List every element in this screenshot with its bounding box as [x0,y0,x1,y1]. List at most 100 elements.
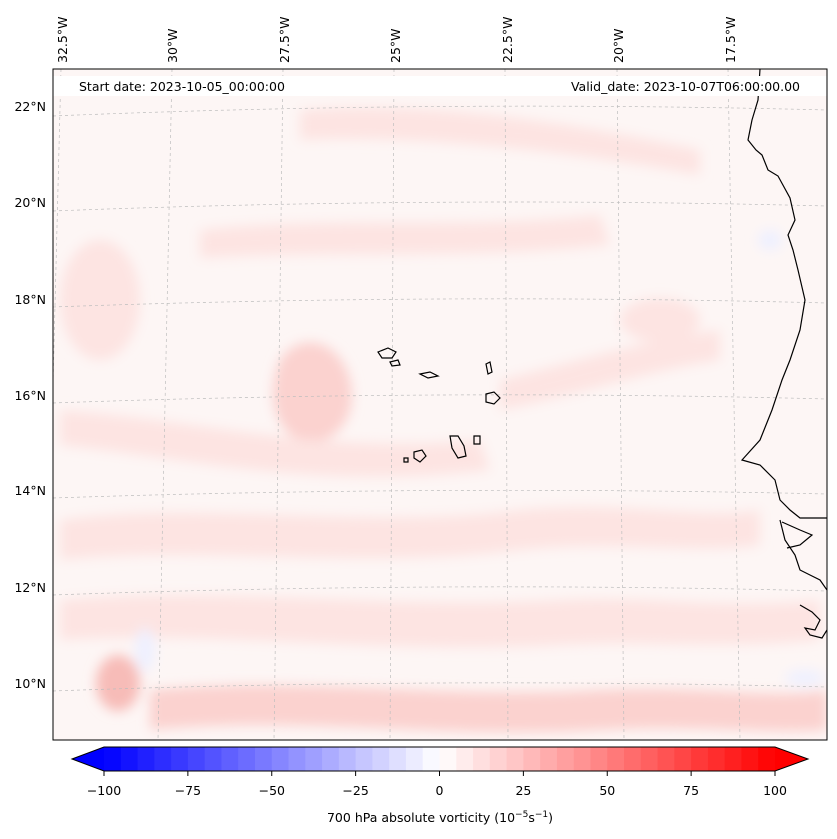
latitude-labels: 22°N 20°N 18°N 16°N 14°N 12°N 10°N [14,99,46,691]
lon-label-25w: 25°W [388,28,403,63]
coastlines [740,69,827,639]
island-maio [473,435,481,445]
colorbar-cell [657,747,675,771]
colorbar-cell [439,747,457,771]
colorbar-title-main: 700 hPa absolute vorticity (10 [327,810,515,825]
cbar-tick-label: −50 [259,783,285,798]
lon-label-27-5w: 27.5°W [277,17,292,63]
colorbar-cell [556,747,575,771]
lat-label-16n: 16°N [14,388,46,403]
colorbar-cell [506,747,524,771]
cbar-tick-label: −25 [342,783,368,798]
colorbar-cell [187,747,206,771]
vorticity-band-south2 [60,595,820,648]
colorbar-cell [137,747,155,771]
colorbar-cell [590,747,608,771]
map-frame [52,68,828,741]
island-sal [485,361,493,375]
colorbar-cell [674,747,692,771]
colorbar-title-s: s [528,810,535,825]
island-sao-nicolau [418,371,440,379]
colorbar-cell [741,747,759,771]
start-date-label: Start date: 2023-10-05_00:00:00 [79,79,285,94]
island-boa-vista [485,391,501,405]
island-brava [403,457,409,463]
colorbar-cell [171,747,189,771]
colorbar-cell [271,747,290,771]
colorbar-cell [305,747,323,771]
island-sao-vicente [389,359,401,367]
vorticity-patch-central [272,342,352,442]
vorticity-band-south3 [150,685,827,733]
colorbar-cell [456,747,474,771]
lat-label-14n: 14°N [14,483,46,498]
vorticity-min-east [785,670,825,686]
cbar-tick-label: 75 [683,783,699,798]
cbar-tick-label: −100 [87,783,121,798]
lon-label-20w: 20°W [611,28,626,63]
colorbar-cell [288,747,306,771]
cbar-tick-label: 0 [436,783,444,798]
cape-verde-islands [377,347,501,463]
colorbar-cell [104,747,122,771]
colorbar-cells [104,747,776,771]
colorbar-cell [238,747,256,771]
lat-label-22n: 22°N [14,99,46,114]
colorbar-cell [707,747,726,771]
cbar-tick-label: −75 [175,783,201,798]
colorbar-cell [322,747,340,771]
colorbar-cell [573,747,591,771]
colorbar-cell [221,747,239,771]
senegal-inlet [781,521,814,549]
vorticity-band-upper [200,215,610,258]
island-fogo [413,449,427,463]
colorbar-cell [640,747,659,771]
colorbar-cell [607,747,625,771]
lon-label-17-5w: 17.5°W [723,17,738,63]
colorbar-cell [338,747,357,771]
colorbar-cell [523,747,541,771]
colorbar: −100 −75 −50 −25 0 25 50 75 100 700 hPa … [70,746,810,825]
lon-label-30w: 30°W [165,28,180,63]
colorbar-cell [758,747,776,771]
colorbar-cell [724,747,742,771]
colorbar-cell [372,747,390,771]
colorbar-cell [355,747,373,771]
colorbar-cell [204,747,222,771]
lat-label-10n: 10°N [14,676,46,691]
africa-coastline [740,69,827,519]
lat-label-12n: 12°N [14,580,46,595]
colorbar-cell [624,747,642,771]
africa-coastline-south [779,519,827,591]
lon-label-22-5w: 22.5°W [500,17,515,63]
colorbar-title-exp1: −5 [515,810,528,820]
colorbar-cell [120,747,139,771]
vorticity-band-east [500,330,720,410]
colorbar-cell [489,747,508,771]
lon-label-32-5w: 32.5°W [55,17,70,63]
valid-date-label: Valid_date: 2023-10-07T06:00:00.00 [571,79,800,94]
colorbar-title-end: ) [548,810,553,825]
colorbar-high-extension [775,747,808,771]
cbar-tick-label: 100 [763,783,787,798]
colorbar-cell [154,747,172,771]
colorbar-cell [254,747,273,771]
vorticity-band-north [300,107,700,175]
colorbar-cell [691,747,709,771]
colorbar-cell [473,747,491,771]
colorbar-low-extension [72,747,104,771]
colorbar-cell [540,747,558,771]
longitude-labels: 32.5°W 30°W 27.5°W 25°W 22.5°W 20°W 17.5… [55,17,738,63]
island-santiago [449,435,467,459]
cbar-tick-label: 50 [599,783,615,798]
vorticity-min-southwest [135,628,155,672]
colorbar-ticks: −100 −75 −50 −25 0 25 50 75 100 [87,771,787,798]
vorticity-field [60,107,827,733]
guinea-bissau-coast [799,604,827,639]
colorbar-title-exp2: −1 [535,810,548,820]
island-santo-antao [377,347,397,359]
colorbar-cell [389,747,407,771]
date-header-background [53,76,827,96]
vorticity-min-coast [758,230,782,250]
